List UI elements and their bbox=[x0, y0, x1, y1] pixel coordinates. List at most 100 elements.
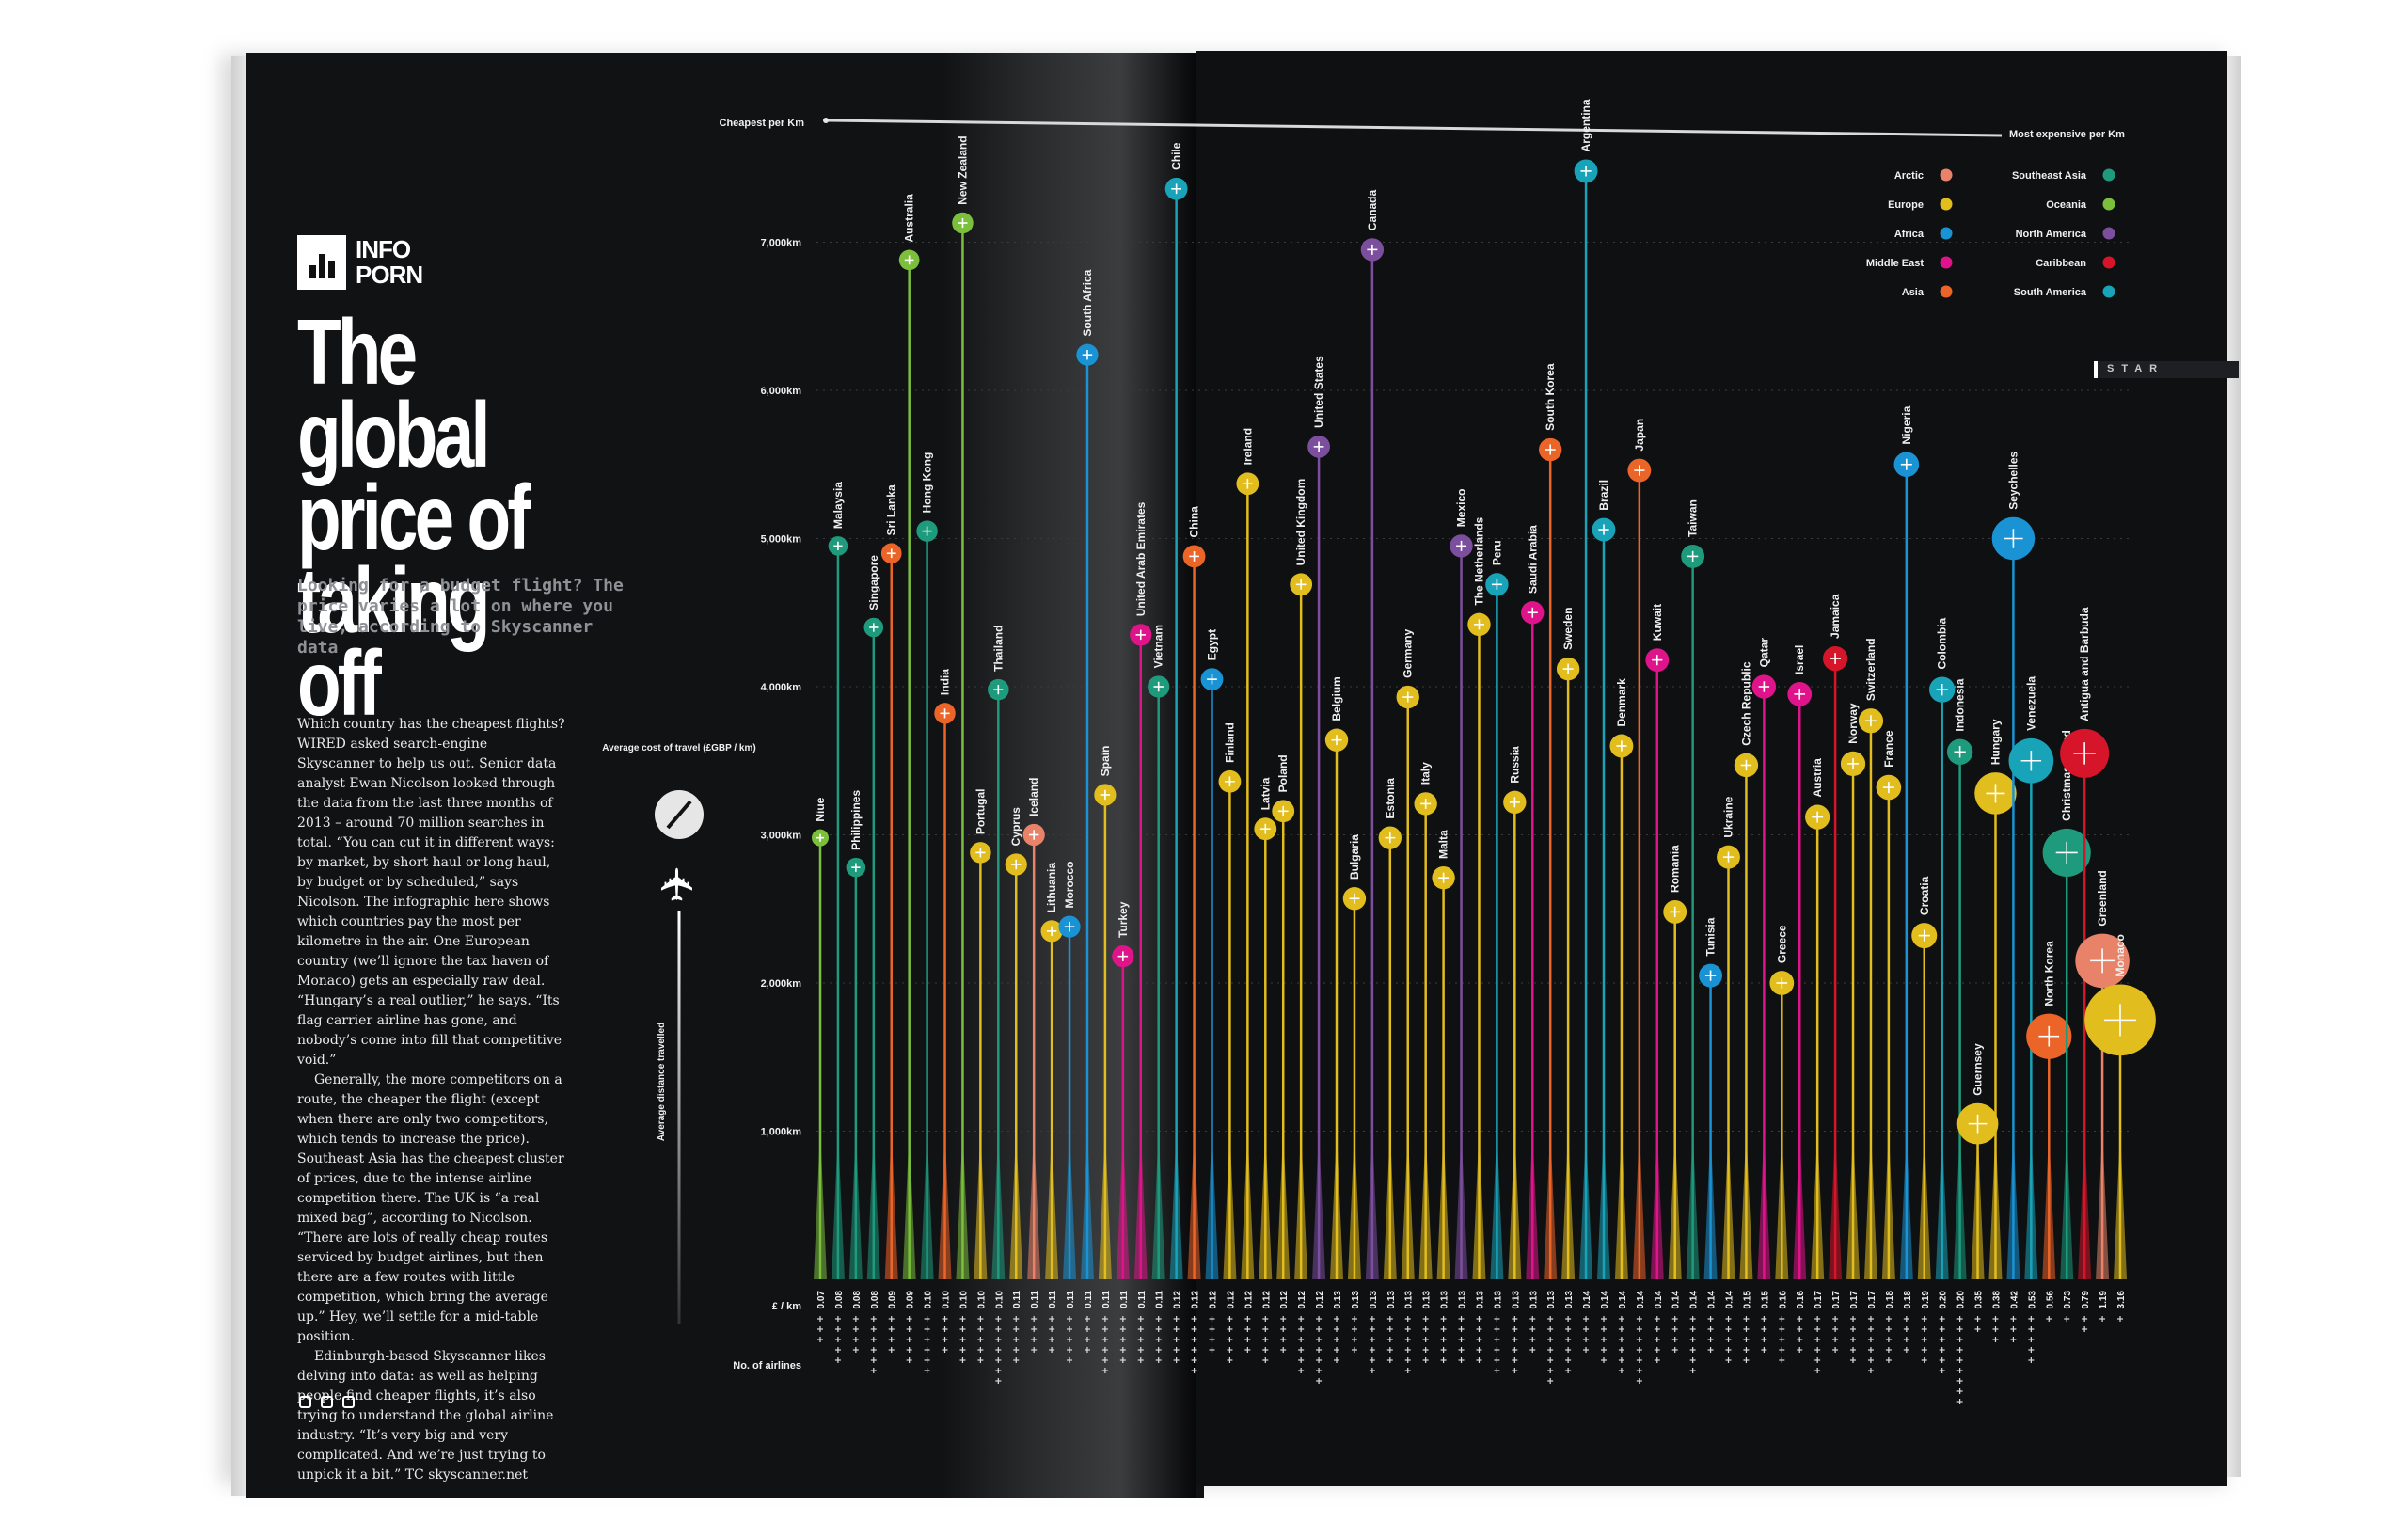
gbp-value-label: 0.14 bbox=[1618, 1291, 1628, 1309]
left-page-edge bbox=[231, 56, 246, 1496]
gbp-value-label: 0.13 bbox=[1529, 1291, 1539, 1309]
section-tab-label: STAR bbox=[2107, 363, 2165, 374]
gbp-value-label: 0.17 bbox=[1849, 1291, 1860, 1309]
country-label: United States bbox=[1312, 356, 1325, 428]
country-label: Indonesia bbox=[1954, 678, 1967, 731]
gbp-value-label: 0.19 bbox=[1921, 1291, 1931, 1309]
country-label: Greece bbox=[1775, 925, 1788, 963]
country-label: Finland bbox=[1223, 722, 1236, 763]
gbp-value-label: 0.13 bbox=[1493, 1291, 1503, 1309]
gbp-value-label: 0.12 bbox=[1315, 1291, 1325, 1309]
gbp-value-label: 0.09 bbox=[888, 1291, 898, 1309]
gbp-value-label: 0.14 bbox=[1600, 1291, 1610, 1309]
legend-swatch bbox=[1940, 198, 1953, 211]
legend-label: Caribbean bbox=[2036, 258, 2086, 269]
country-label: Hungary bbox=[1988, 719, 2002, 765]
country-label: Venezuela bbox=[2024, 676, 2037, 731]
y-tick-label: 7,000km bbox=[761, 238, 802, 249]
gbp-value-label: 0.20 bbox=[1956, 1291, 1967, 1309]
gbp-value-label: 0.10 bbox=[942, 1291, 952, 1309]
gbp-value-label: 0.10 bbox=[924, 1291, 934, 1309]
legend-swatch bbox=[2102, 227, 2115, 240]
key-height-title: Average distance travelled bbox=[657, 1023, 667, 1141]
gbp-value-label: 0.16 bbox=[1778, 1291, 1788, 1309]
body-paragraph: Edinburgh-based Skyscanner likes delving… bbox=[297, 1349, 554, 1482]
gbp-value-label: 0.13 bbox=[1369, 1291, 1379, 1309]
gbp-value-label: 0.07 bbox=[816, 1291, 827, 1309]
gbp-value-label: 0.13 bbox=[1422, 1291, 1433, 1309]
country-label: Kuwait bbox=[1651, 604, 1664, 641]
gbp-value-label: 0.18 bbox=[1903, 1291, 1913, 1309]
legend-swatch bbox=[2102, 256, 2115, 269]
gbp-value-label: 0.12 bbox=[1279, 1291, 1290, 1309]
gbp-value-label: 0.12 bbox=[1226, 1291, 1236, 1309]
country-label: Sri Lanka bbox=[885, 484, 898, 535]
gbp-value-label: 0.13 bbox=[1333, 1291, 1343, 1309]
gbp-value-label: 0.35 bbox=[1974, 1291, 1985, 1309]
gbp-value-label: 0.14 bbox=[1707, 1291, 1718, 1309]
country-label: Sweden bbox=[1561, 608, 1575, 650]
gbp-value-label: 0.14 bbox=[1582, 1291, 1592, 1309]
country-label: India bbox=[939, 669, 952, 695]
key-slash bbox=[666, 800, 692, 830]
country-label: Cyprus bbox=[1009, 807, 1022, 847]
body-paragraph: Generally, the more competitors on a rou… bbox=[297, 1072, 564, 1344]
gbp-value-label: 0.10 bbox=[994, 1291, 1005, 1309]
gbp-value-label: 0.12 bbox=[1261, 1291, 1272, 1309]
country-label: The Netherlands bbox=[1472, 516, 1485, 605]
gbp-value-label: 0.20 bbox=[1939, 1291, 1949, 1309]
legend-label: Asia bbox=[1902, 287, 1925, 298]
y-tick-label: 6,000km bbox=[761, 386, 802, 397]
gbp-value-label: 0.11 bbox=[1155, 1291, 1165, 1308]
gbp-value-label: 0.17 bbox=[1814, 1291, 1824, 1309]
gbp-value-label: 0.17 bbox=[1831, 1291, 1842, 1309]
gbp-value-label: 0.13 bbox=[1511, 1291, 1521, 1309]
square-icon bbox=[342, 1396, 355, 1408]
gbp-value-label: 0.11 bbox=[1012, 1291, 1022, 1308]
gbp-value-label: 0.12 bbox=[1191, 1291, 1201, 1309]
gbp-value-label: 0.14 bbox=[1725, 1291, 1735, 1309]
gbp-value-label: 0.08 bbox=[834, 1291, 845, 1309]
country-label: Italy bbox=[1419, 762, 1433, 785]
legend-swatch bbox=[2102, 285, 2115, 298]
top-axis-line bbox=[825, 119, 2003, 137]
gbp-value-label: 0.10 bbox=[976, 1291, 987, 1309]
country-label: Vietnam bbox=[1152, 625, 1165, 668]
country-label: Malta bbox=[1437, 830, 1450, 859]
gbp-value-label: 0.14 bbox=[1636, 1291, 1646, 1309]
gbp-value-label: 0.53 bbox=[2027, 1291, 2037, 1309]
key-distance-line bbox=[677, 911, 681, 1324]
footer-icons bbox=[299, 1396, 355, 1408]
country-label: Austria bbox=[1811, 758, 1824, 798]
top-axis-start-dot bbox=[823, 118, 829, 123]
country-label: South Korea bbox=[1544, 363, 1557, 431]
country-label: Guernsey bbox=[1972, 1043, 1985, 1096]
plane-icon: ✈ bbox=[654, 865, 704, 903]
country-label: Malaysia bbox=[832, 482, 845, 529]
article-subtitle: Looking for a budget flight? The price v… bbox=[297, 576, 624, 658]
gbp-value-label: 0.79 bbox=[2081, 1291, 2091, 1309]
legend-label: Europe bbox=[1888, 199, 1924, 211]
gbp-value-label: 0.11 bbox=[1119, 1291, 1130, 1308]
country-label: Philippines bbox=[849, 790, 863, 850]
gbp-value-label: 0.08 bbox=[870, 1291, 880, 1309]
legend-swatch bbox=[1940, 285, 1953, 298]
country-label: Nigeria bbox=[1900, 405, 1913, 444]
square-icon bbox=[321, 1396, 333, 1408]
legend-swatch bbox=[1940, 168, 1953, 182]
country-label: Croatia bbox=[1918, 876, 1931, 915]
country-label: Switzerland bbox=[1864, 638, 1877, 701]
gbp-value-label: 0.38 bbox=[1991, 1291, 2002, 1309]
gbp-row-label: £ / km bbox=[772, 1301, 801, 1312]
country-label: Colombia bbox=[1936, 617, 1949, 669]
legend-swatch bbox=[2102, 198, 2115, 211]
gbp-value-label: 0.12 bbox=[1173, 1291, 1183, 1309]
legend-label: Southeast Asia bbox=[2012, 170, 2087, 182]
legend-label: Middle East bbox=[1866, 258, 1924, 269]
gbp-value-label: 0.11 bbox=[1084, 1291, 1094, 1308]
body-paragraph: Which country has the cheapest flights? … bbox=[297, 717, 565, 1068]
gbp-value-label: 0.14 bbox=[1671, 1291, 1682, 1309]
country-label: France bbox=[1882, 730, 1895, 768]
country-label: Poland bbox=[1276, 754, 1290, 792]
